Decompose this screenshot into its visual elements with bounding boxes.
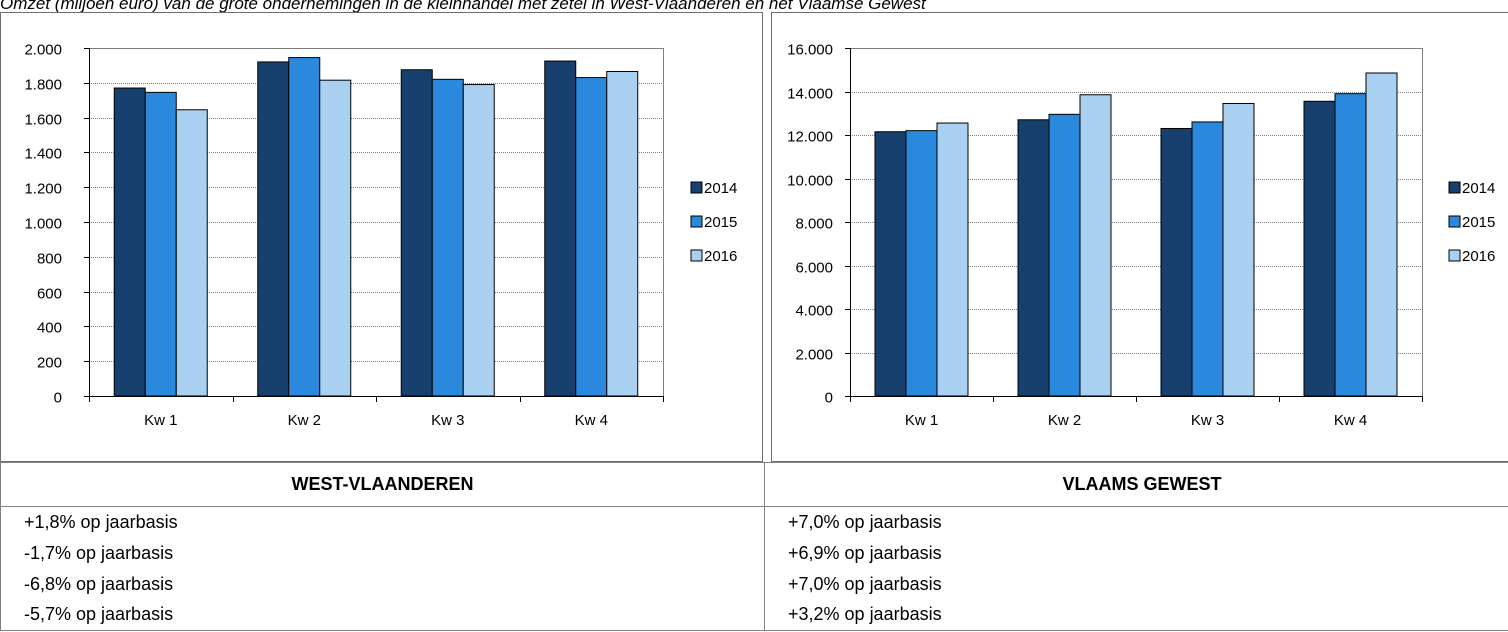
bar-2016-kw2 — [319, 79, 352, 397]
y-tick-label: 2.000 — [795, 347, 833, 364]
table-row: -5,7% op jaarbasis +3,2% op jaarbasis — [0, 599, 1508, 631]
bar-2014-kw4 — [1303, 100, 1336, 397]
x-tick-label: Kw 3 — [431, 412, 464, 429]
legend-swatch — [690, 215, 703, 228]
y-tick-label: 12.000 — [787, 129, 833, 146]
y-tick-label: 2.000 — [24, 42, 62, 59]
table-header-row: WEST-VLAANDEREN VLAAMS GEWEST — [0, 462, 1508, 507]
legend-label: 2014 — [704, 180, 737, 197]
column-header-vlaams-gewest: VLAAMS GEWEST — [764, 462, 1508, 507]
bar-2016-kw4 — [1365, 72, 1398, 397]
legend: 2014 2015 2016 — [1448, 180, 1495, 265]
y-tick-label: 1.800 — [24, 77, 62, 94]
x-tick-label: Kw 4 — [1334, 412, 1367, 429]
bar-2014-kw2 — [257, 61, 290, 397]
table-cell: -1,7% op jaarbasis — [0, 537, 765, 569]
y-tick-label: 14.000 — [787, 86, 833, 103]
x-tick-label: Kw 1 — [905, 412, 938, 429]
legend-swatch — [1448, 249, 1461, 262]
x-tick-label: Kw 1 — [144, 412, 177, 429]
y-tick-label: 0 — [825, 390, 833, 407]
y-tick-label: 1.000 — [24, 216, 62, 233]
x-tick-label: Kw 2 — [288, 412, 321, 429]
chart-panel-west-vlaanderen: 0 200 400 600 800 1.000 1.200 1.400 1.600 1.800 2.… — [0, 12, 763, 462]
bar-2014-kw3 — [1160, 127, 1193, 397]
bar-2015-kw1 — [144, 91, 177, 397]
table-row: -1,7% op jaarbasis +6,9% op jaarbasis — [0, 537, 1508, 569]
y-tick-label: 8.000 — [795, 216, 833, 233]
bar-chart-west-vlaanderen: 0 200 400 600 800 1.000 1.200 1.400 1.600 1.800 2.… — [24, 42, 737, 430]
bar-2015-kw4 — [575, 77, 608, 397]
bar-2015-kw3 — [1191, 121, 1224, 397]
legend-swatch — [690, 249, 703, 262]
bar-2014-kw2 — [1017, 119, 1050, 397]
x-tick-label: Kw 3 — [1191, 412, 1224, 429]
legend-swatch — [1448, 181, 1461, 194]
table-row: -6,8% op jaarbasis +7,0% op jaarbasis — [0, 568, 1508, 600]
legend-label: 2016 — [704, 248, 737, 265]
legend-label: 2015 — [704, 214, 737, 231]
y-tick-label: 10.000 — [787, 173, 833, 190]
y-tick-label: 1.400 — [24, 146, 62, 163]
table-cell: +7,0% op jaarbasis — [764, 506, 1508, 538]
bar-2016-kw3 — [1222, 102, 1255, 397]
y-tick-label: 400 — [37, 320, 62, 337]
bar-2015-kw1 — [905, 130, 938, 397]
legend-label: 2016 — [1462, 248, 1495, 265]
table-row: +1,8% op jaarbasis +7,0% op jaarbasis — [0, 506, 1508, 538]
y-tick-label: 1.200 — [24, 181, 62, 198]
table-cell: +7,0% op jaarbasis — [764, 568, 1508, 600]
x-tick-label: Kw 4 — [575, 412, 608, 429]
y-tick-label: 16.000 — [787, 42, 833, 59]
y-tick-label: 1.600 — [24, 112, 62, 129]
bar-2014-kw3 — [400, 69, 433, 397]
legend-label: 2014 — [1462, 180, 1495, 197]
bar-2016-kw1 — [175, 109, 208, 397]
bar-2016-kw3 — [462, 84, 495, 397]
table-cell: -6,8% op jaarbasis — [0, 568, 765, 600]
bar-2014-kw1 — [113, 87, 146, 397]
table-cell: +6,9% op jaarbasis — [764, 537, 1508, 569]
bar-2015-kw4 — [1334, 93, 1367, 397]
chart-panel-vlaams-gewest: 0 2.000 4.000 6.000 8.000 10.000 12.000 14.000 1… — [771, 12, 1508, 462]
bar-2015-kw3 — [431, 78, 464, 397]
y-tick-label: 0 — [54, 390, 62, 407]
legend-swatch — [1448, 215, 1461, 228]
column-header-west-vlaanderen: WEST-VLAANDEREN — [0, 462, 765, 507]
x-tick-label: Kw 2 — [1048, 412, 1081, 429]
y-tick-label: 200 — [37, 355, 62, 372]
table-cell: -5,7% op jaarbasis — [0, 599, 765, 631]
y-tick-label: 600 — [37, 286, 62, 303]
bar-2016-kw4 — [606, 70, 639, 397]
table-cell: +3,2% op jaarbasis — [764, 599, 1508, 631]
chart-caption: Omzet (miljoen euro) van de grote ondern… — [0, 0, 926, 13]
bar-2016-kw2 — [1079, 94, 1112, 397]
y-tick-label: 6.000 — [795, 260, 833, 277]
bar-2016-kw1 — [936, 122, 969, 397]
legend: 2014 2015 2016 — [690, 180, 737, 265]
table-cell: +1,8% op jaarbasis — [0, 506, 765, 538]
growth-table: WEST-VLAANDEREN VLAAMS GEWEST +1,8% op j… — [0, 462, 1508, 631]
y-tick-label: 4.000 — [795, 303, 833, 320]
bar-2015-kw2 — [288, 57, 321, 397]
legend-swatch — [690, 181, 703, 194]
bar-2014-kw4 — [544, 60, 577, 397]
bar-2014-kw1 — [874, 131, 907, 397]
legend-label: 2015 — [1462, 214, 1495, 231]
y-tick-label: 800 — [37, 251, 62, 268]
bar-2015-kw2 — [1048, 113, 1081, 397]
bar-chart-vlaams-gewest: 0 2.000 4.000 6.000 8.000 10.000 12.000 14.000 1… — [787, 42, 1495, 430]
